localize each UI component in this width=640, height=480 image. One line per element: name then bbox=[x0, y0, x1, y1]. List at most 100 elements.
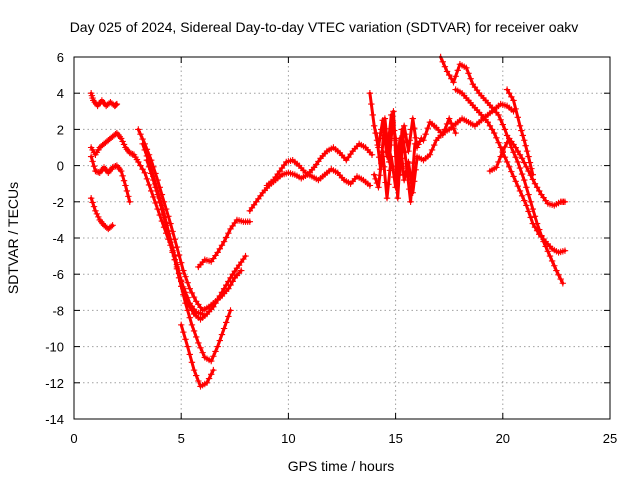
data-point bbox=[135, 126, 142, 133]
data-point bbox=[90, 163, 98, 170]
data-point bbox=[374, 141, 381, 149]
data-point bbox=[184, 307, 191, 314]
data-point bbox=[408, 126, 415, 133]
data-point bbox=[186, 285, 193, 292]
data-point bbox=[516, 122, 524, 129]
data-point bbox=[518, 170, 526, 178]
data-point bbox=[400, 122, 408, 129]
data-point bbox=[109, 164, 116, 171]
data-point bbox=[529, 171, 537, 178]
data-point bbox=[370, 122, 378, 129]
x-tick-label: 10 bbox=[281, 431, 295, 446]
data-point bbox=[503, 139, 511, 146]
data-point bbox=[126, 198, 133, 205]
data-point bbox=[518, 127, 525, 134]
data-point bbox=[544, 248, 552, 255]
data-point bbox=[512, 144, 519, 151]
series-track-7 bbox=[143, 156, 234, 365]
data-point bbox=[92, 167, 99, 175]
data-point bbox=[373, 129, 380, 137]
data-point bbox=[145, 181, 153, 189]
data-point bbox=[523, 184, 530, 191]
data-point bbox=[205, 375, 213, 382]
data-point bbox=[165, 213, 172, 220]
data-point bbox=[218, 242, 226, 249]
data-point bbox=[150, 193, 157, 201]
data-point bbox=[180, 291, 187, 298]
data-point bbox=[169, 247, 176, 254]
data-point bbox=[499, 147, 506, 155]
x-tick-label: 0 bbox=[70, 431, 77, 446]
data-point bbox=[195, 377, 202, 385]
data-point bbox=[216, 337, 223, 344]
series-track-14 bbox=[373, 108, 419, 205]
y-tick-label: 2 bbox=[57, 122, 64, 137]
data-point bbox=[154, 191, 161, 198]
data-point bbox=[107, 223, 115, 230]
data-point bbox=[411, 140, 419, 148]
data-point bbox=[523, 163, 530, 171]
data-point bbox=[90, 203, 98, 210]
data-point bbox=[525, 153, 532, 160]
data-point bbox=[186, 351, 193, 358]
data-point bbox=[546, 252, 554, 260]
series-line bbox=[454, 88, 567, 254]
y-tick-label: 6 bbox=[57, 50, 64, 65]
data-point bbox=[180, 267, 187, 274]
data-point bbox=[422, 131, 429, 138]
data-point bbox=[214, 249, 221, 256]
grid-layer bbox=[74, 57, 610, 419]
data-point bbox=[446, 115, 453, 122]
data-point bbox=[110, 163, 118, 171]
series-track-3 bbox=[87, 153, 133, 205]
data-layer bbox=[87, 53, 569, 390]
data-point bbox=[184, 343, 191, 350]
y-tick-label: -6 bbox=[52, 267, 64, 282]
data-point bbox=[195, 339, 202, 347]
y-tick-label: -12 bbox=[45, 376, 64, 391]
data-point bbox=[95, 169, 102, 176]
data-point bbox=[190, 366, 198, 374]
data-point bbox=[112, 101, 120, 108]
data-point bbox=[180, 328, 187, 336]
data-point bbox=[225, 229, 232, 237]
data-point bbox=[375, 153, 383, 161]
data-point bbox=[512, 153, 519, 161]
data-point bbox=[497, 144, 504, 151]
data-point bbox=[531, 213, 539, 220]
data-point bbox=[527, 198, 534, 205]
data-point bbox=[529, 205, 537, 213]
data-point bbox=[406, 137, 414, 144]
data-point bbox=[158, 206, 166, 213]
data-point bbox=[495, 111, 502, 119]
data-point bbox=[529, 220, 537, 227]
data-point bbox=[383, 129, 390, 137]
data-point bbox=[139, 140, 146, 148]
data-point bbox=[186, 314, 193, 321]
data-point bbox=[553, 267, 560, 274]
data-point bbox=[516, 187, 524, 195]
data-point bbox=[120, 177, 128, 184]
data-point bbox=[126, 149, 133, 157]
data-point bbox=[178, 283, 185, 290]
data-point bbox=[551, 262, 558, 269]
data-point bbox=[386, 167, 394, 174]
data-point bbox=[510, 97, 517, 104]
data-point bbox=[223, 319, 230, 326]
data-point bbox=[173, 265, 181, 272]
data-point bbox=[137, 162, 144, 169]
data-point bbox=[518, 192, 526, 199]
data-point bbox=[514, 147, 522, 155]
data-point bbox=[519, 132, 527, 139]
series-track-4 bbox=[87, 194, 116, 233]
data-point bbox=[495, 139, 502, 146]
data-point bbox=[112, 163, 119, 170]
data-point bbox=[122, 182, 129, 189]
data-point bbox=[220, 285, 228, 292]
data-point bbox=[109, 222, 116, 229]
data-point bbox=[147, 170, 155, 177]
data-point bbox=[528, 165, 535, 172]
data-point bbox=[391, 137, 399, 144]
data-point bbox=[410, 159, 417, 167]
